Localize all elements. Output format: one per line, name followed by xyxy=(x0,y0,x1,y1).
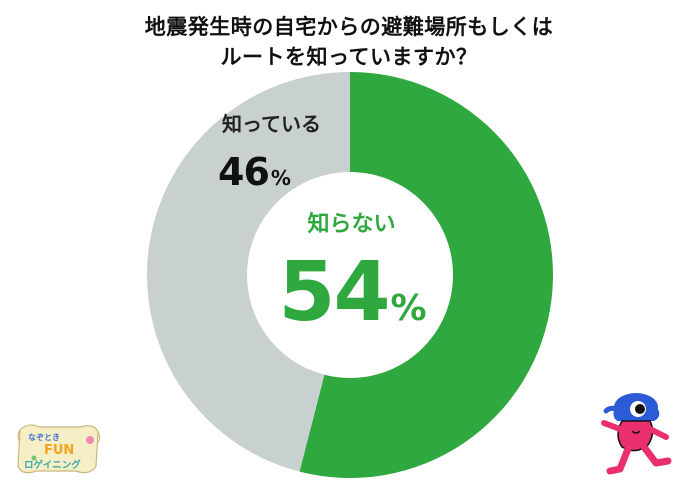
slice-value-known-unit: % xyxy=(270,166,291,190)
chart-title-line-2: ルートを知っていますか？ xyxy=(220,45,478,69)
running-mascot-icon xyxy=(601,393,672,475)
donut-slice-known xyxy=(147,72,350,472)
svg-text:FUN: FUN xyxy=(44,443,74,458)
slice-value-unknown-number: 54 xyxy=(278,245,390,340)
slice-label-unknown: 知らない xyxy=(307,212,396,237)
slice-value-known: 46% xyxy=(218,150,291,194)
svg-text:ロゲイニング: ロゲイニング xyxy=(24,459,81,471)
slice-value-known-number: 46 xyxy=(218,150,270,194)
donut-slice-unknown xyxy=(299,72,553,478)
slice-value-unknown-unit: % xyxy=(390,288,427,329)
svg-text:なぞとき: なぞとき xyxy=(28,433,60,442)
scroll-logo-icon: なぞとき FUN ロゲイニング xyxy=(17,424,101,474)
slice-value-unknown: 54% xyxy=(270,248,435,354)
chart-title: 地震発生時の自宅からの避難場所もしくは ルートを知っていますか？ xyxy=(0,12,698,72)
chart-title-line-1: 地震発生時の自宅からの避難場所もしくは xyxy=(144,15,554,39)
slice-label-known: 知っている xyxy=(222,112,321,136)
